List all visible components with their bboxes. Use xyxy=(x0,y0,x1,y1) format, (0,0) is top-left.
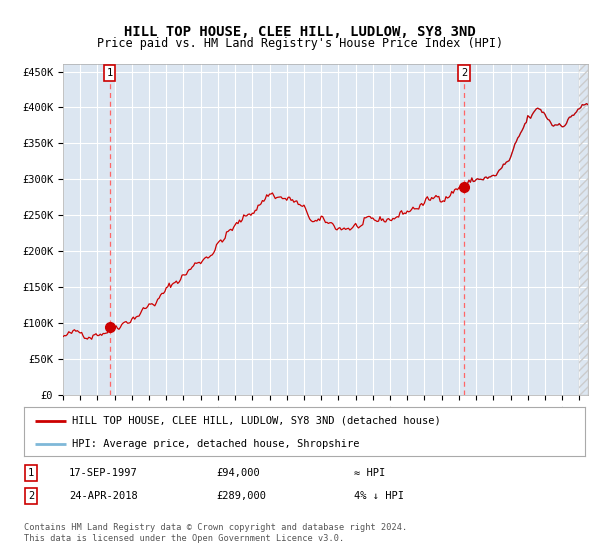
Text: HPI: Average price, detached house, Shropshire: HPI: Average price, detached house, Shro… xyxy=(71,439,359,449)
Text: 17-SEP-1997: 17-SEP-1997 xyxy=(69,468,138,478)
Text: Price paid vs. HM Land Registry's House Price Index (HPI): Price paid vs. HM Land Registry's House … xyxy=(97,37,503,50)
Text: 2: 2 xyxy=(28,491,34,501)
Text: ≈ HPI: ≈ HPI xyxy=(354,468,385,478)
Text: 24-APR-2018: 24-APR-2018 xyxy=(69,491,138,501)
Text: HILL TOP HOUSE, CLEE HILL, LUDLOW, SY8 3ND (detached house): HILL TOP HOUSE, CLEE HILL, LUDLOW, SY8 3… xyxy=(71,416,440,426)
Text: 1: 1 xyxy=(107,68,113,78)
Text: 4% ↓ HPI: 4% ↓ HPI xyxy=(354,491,404,501)
Text: Contains HM Land Registry data © Crown copyright and database right 2024.
This d: Contains HM Land Registry data © Crown c… xyxy=(24,524,407,543)
Text: 1: 1 xyxy=(28,468,34,478)
Text: £94,000: £94,000 xyxy=(216,468,260,478)
Text: HILL TOP HOUSE, CLEE HILL, LUDLOW, SY8 3ND: HILL TOP HOUSE, CLEE HILL, LUDLOW, SY8 3… xyxy=(124,26,476,39)
Text: £289,000: £289,000 xyxy=(216,491,266,501)
Text: 2: 2 xyxy=(461,68,467,78)
